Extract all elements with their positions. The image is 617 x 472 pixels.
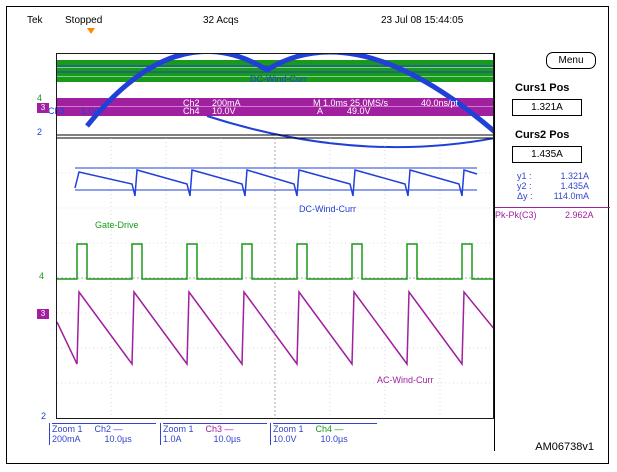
overview-ch3-label: Ch3 1.0A	[48, 106, 100, 116]
measurement-divider	[494, 207, 610, 208]
zoom-label: Zoom 1	[273, 424, 304, 434]
overview-trigger: A 49.0V	[317, 106, 371, 116]
zoom-ch4-trace	[57, 243, 493, 280]
ch2-overview-marker[interactable]: 2	[37, 127, 43, 137]
overview-ch4-label: Ch4 10.0V	[183, 106, 236, 116]
scale-label: 1.0A	[163, 434, 182, 444]
ch4-zoom-marker[interactable]: 4	[39, 271, 45, 281]
waveform-graphic	[57, 54, 493, 418]
readout-key: y1 :	[517, 171, 532, 181]
overview-ch3-scale: 1.0A	[81, 106, 100, 116]
curs1-value-box[interactable]: 1.321A	[512, 99, 582, 116]
zoom-ch3-trace	[57, 289, 493, 367]
zoom-ac-label: AC-Wind-Curr	[377, 375, 434, 385]
overview-ch2-label: Ch2 200mA	[183, 98, 241, 108]
curs2-title: Curs2 Pos	[515, 129, 570, 141]
bottom-zoom-ch3[interactable]: Zoom 1 Ch3 — 1.0A 10.0µs	[160, 423, 267, 445]
overview-ac-label: AC-Wind-Curr	[250, 118, 307, 128]
date-time: 23 Jul 08 15:44:05	[381, 15, 464, 26]
ch4-overview-marker[interactable]: 4	[37, 93, 43, 103]
overview-ch4-scale: 10.0V	[212, 106, 236, 116]
acquisition-count: 32 Acqs	[203, 15, 239, 26]
overview-ch2-name: Ch2	[183, 98, 200, 108]
measurement-label: Pk-Pk(C3)	[495, 210, 537, 220]
curs1-title: Curs1 Pos	[515, 82, 570, 94]
ch3-overview-marker[interactable]: 3	[37, 103, 49, 113]
trigger-position-icon	[87, 28, 95, 34]
overview-timebase: M 1.0ms 25.0MS/s	[313, 98, 389, 108]
readout-value: 114.0mA	[553, 191, 589, 201]
readout-value: 1.435A	[560, 181, 589, 191]
overview-dc-label: DC-Wind-Curr	[250, 74, 307, 84]
readout-key: y2 :	[517, 181, 532, 191]
cursor-readout-dy: Δy : 114.0mA	[517, 191, 589, 201]
curs2-value-box[interactable]: 1.435A	[512, 146, 582, 163]
scale-label: 10.0V	[273, 434, 297, 444]
zoom-label: Zoom 1	[163, 424, 194, 434]
run-state: Stopped	[65, 15, 103, 26]
zoom-ch2-trace	[74, 169, 478, 197]
overview-resolution: 40.0ns/pt	[421, 98, 459, 108]
brand-label: Tek	[27, 15, 43, 26]
waveform-display	[56, 53, 494, 419]
ch2-zoom-marker[interactable]: 2	[41, 411, 47, 421]
overview-ch2-scale: 200mA	[212, 98, 241, 108]
ch3-zoom-marker[interactable]: 3	[37, 309, 49, 319]
measurement-value: 2.962A	[565, 210, 594, 220]
cursor-readout-y2: y2 : 1.435A	[517, 181, 589, 191]
readout-key: Δy :	[517, 191, 533, 201]
time-label: 10.0µs	[213, 434, 241, 444]
figure-frame: Tek Stopped 32 Acqs 23 Jul 08 15:44:05 M…	[6, 6, 610, 464]
channel-label: Ch3 —	[205, 424, 234, 434]
zoom-gate-label: Gate-Drive	[95, 220, 139, 230]
overview-trigger-level: 49.0V	[347, 106, 371, 116]
time-label: 10.0µs	[104, 434, 132, 444]
bottom-zoom-ch2[interactable]: Zoom 1 Ch2 — 200mA 10.0µs	[49, 423, 156, 445]
overview-ch2-tail	[206, 115, 493, 149]
channel-label: Ch2 —	[94, 424, 123, 434]
overview-ch2-envelope	[85, 54, 493, 134]
overview-ch4-name: Ch4	[183, 106, 200, 116]
overview-trigger-source: A	[317, 106, 323, 116]
menu-button[interactable]: Menu	[546, 52, 596, 69]
readout-value: 1.321A	[560, 171, 589, 181]
side-panel-divider	[494, 53, 495, 451]
overview-ch3-band	[57, 98, 493, 116]
overview-ch3-name: Ch3	[48, 106, 65, 116]
time-label: 10.0µs	[320, 434, 348, 444]
figure-caption: AM06738v1	[535, 441, 594, 453]
channel-label: Ch4 —	[315, 424, 344, 434]
scale-label: 200mA	[52, 434, 81, 444]
zoom-dc-label: DC-Wind-Curr	[299, 204, 356, 214]
zoom-label: Zoom 1	[52, 424, 83, 434]
bottom-zoom-ch4[interactable]: Zoom 1 Ch4 — 10.0V 10.0µs	[270, 423, 377, 445]
cursor-readout-y1: y1 : 1.321A	[517, 171, 589, 181]
